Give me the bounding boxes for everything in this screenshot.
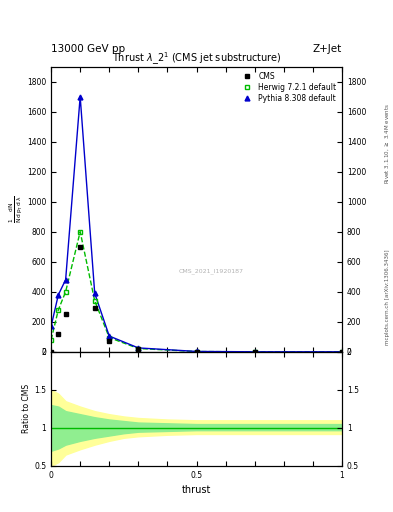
Pythia 8.308 default — [49, 323, 53, 329]
Pythia 8.308 default — [252, 349, 257, 355]
Herwig 7.2.1 default — [78, 229, 83, 235]
Herwig 7.2.1 default — [92, 297, 97, 304]
Title: Thrust $\lambda\_2^1$ (CMS jet substructure): Thrust $\lambda\_2^1$ (CMS jet substruct… — [112, 50, 281, 67]
Herwig 7.2.1 default — [56, 307, 61, 313]
Herwig 7.2.1 default — [63, 289, 68, 295]
CMS — [49, 349, 53, 355]
Pythia 8.308 default — [63, 276, 68, 283]
X-axis label: thrust: thrust — [182, 485, 211, 495]
Line: CMS: CMS — [49, 244, 344, 354]
Herwig 7.2.1 default — [340, 349, 344, 355]
Pythia 8.308 default — [78, 94, 83, 100]
CMS — [92, 305, 97, 311]
Line: Herwig 7.2.1 default: Herwig 7.2.1 default — [49, 229, 344, 354]
CMS — [78, 244, 83, 250]
Herwig 7.2.1 default — [252, 349, 257, 355]
Text: Rivet 3.1.10, $\geq$ 3.4M events: Rivet 3.1.10, $\geq$ 3.4M events — [383, 103, 391, 184]
Herwig 7.2.1 default — [49, 337, 53, 343]
Line: Pythia 8.308 default: Pythia 8.308 default — [49, 94, 344, 354]
CMS — [136, 346, 141, 352]
Pythia 8.308 default — [136, 345, 141, 351]
Pythia 8.308 default — [194, 348, 199, 354]
CMS — [194, 349, 199, 355]
Text: mcplots.cern.ch [arXiv:1306.3436]: mcplots.cern.ch [arXiv:1306.3436] — [385, 249, 389, 345]
Y-axis label: Ratio to CMS: Ratio to CMS — [22, 385, 31, 434]
CMS — [252, 349, 257, 355]
Herwig 7.2.1 default — [194, 349, 199, 355]
Pythia 8.308 default — [340, 349, 344, 355]
CMS — [107, 337, 112, 344]
Text: 13000 GeV pp: 13000 GeV pp — [51, 44, 125, 54]
Text: Z+Jet: Z+Jet — [313, 44, 342, 54]
Legend: CMS, Herwig 7.2.1 default, Pythia 8.308 default: CMS, Herwig 7.2.1 default, Pythia 8.308 … — [237, 70, 338, 104]
Text: CMS_2021_I1920187: CMS_2021_I1920187 — [178, 268, 244, 273]
Herwig 7.2.1 default — [136, 346, 141, 352]
Pythia 8.308 default — [56, 292, 61, 298]
CMS — [340, 349, 344, 355]
CMS — [56, 331, 61, 337]
Pythia 8.308 default — [107, 333, 112, 339]
Pythia 8.308 default — [92, 290, 97, 296]
Y-axis label: $\mathregular{\frac{1}{N}\frac{dN}{d\,p_T\,d\,\lambda}}$: $\mathregular{\frac{1}{N}\frac{dN}{d\,p_… — [8, 196, 26, 223]
Herwig 7.2.1 default — [107, 334, 112, 340]
CMS — [63, 311, 68, 317]
